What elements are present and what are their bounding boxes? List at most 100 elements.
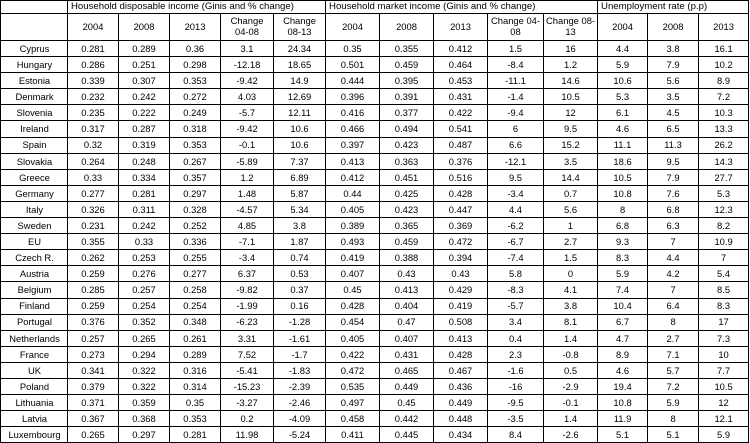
value-cell: 0.252 [169, 217, 221, 235]
value-cell: 0.371 [67, 394, 119, 412]
value-cell: 0.395 [379, 72, 435, 90]
country-header-cell [0, 13, 68, 41]
value-cell: 0.445 [379, 426, 435, 443]
col-header: 2004 [597, 13, 649, 41]
value-cell: 0.258 [169, 281, 221, 299]
value-cell: 0.259 [67, 297, 119, 315]
value-cell: 8.3 [597, 249, 649, 267]
table-row: Poland 0.379 0.322 0.314 -15.23 -2.39 0.535 0.4… [0, 377, 750, 396]
value-cell: 4.4 [597, 39, 649, 58]
value-cell: 3.4 [487, 313, 545, 331]
value-cell: 0.416 [325, 104, 381, 122]
value-cell: -1.61 [272, 329, 327, 347]
country-cell: Estonia [0, 72, 68, 90]
value-cell: 0.396 [325, 88, 381, 106]
value-cell: 0.425 [379, 184, 435, 202]
value-cell: 0.431 [433, 88, 489, 106]
table-row: EU 0.355 0.33 0.336 -7.1 1.87 0.493 0.459 0.472-… [0, 233, 750, 251]
value-cell: 0.317 [67, 120, 119, 138]
value-cell: 12.11 [272, 104, 327, 122]
value-cell: 0.353 [169, 410, 221, 428]
value-cell: 12.3 [698, 200, 750, 219]
table-row: Germany 0.277 0.281 0.297 1.48 5.87 0.44 0.425 0… [0, 184, 750, 202]
value-cell: 0.35 [325, 39, 381, 58]
value-cell: 10 [698, 345, 750, 363]
value-cell: 0.464 [433, 56, 489, 74]
value-cell: 16 [543, 39, 599, 58]
value-cell: 0.436 [433, 377, 489, 396]
value-cell: 14.3 [698, 152, 750, 170]
country-cell: Spain [0, 136, 68, 154]
value-cell: 4.4 [647, 249, 700, 267]
country-cell: Netherlands [0, 329, 68, 347]
table-row: Latvia 0.367 0.368 0.353 0.2 -4.09 0.458 0.442 0… [0, 410, 750, 428]
value-cell: -1.4 [487, 88, 545, 106]
value-cell: 0.365 [379, 217, 435, 235]
value-cell: 0.431 [379, 345, 435, 363]
country-cell: Ireland [0, 120, 68, 138]
value-cell: 10.5 [597, 168, 649, 186]
value-cell: 0.355 [67, 233, 119, 251]
value-cell: 10.6 [597, 72, 649, 90]
value-cell: -1.28 [272, 313, 327, 331]
value-cell: 7.3 [698, 329, 750, 347]
value-cell: 5.9 [597, 56, 649, 74]
value-cell: 0.353 [169, 136, 221, 154]
value-cell: 0.43 [433, 265, 489, 283]
value-cell: 0.397 [325, 136, 381, 154]
value-cell: 0.419 [433, 297, 489, 315]
table-row: Estonia 0.339 0.307 0.353 -9.42 14.9 0.444 0.39… [0, 72, 750, 90]
table-row: Sweden 0.231 0.242 0.252 4.85 3.8 0.389 0.365 0.… [0, 217, 750, 235]
value-cell: -9.4 [487, 104, 545, 122]
value-cell: 0.448 [433, 410, 489, 428]
value-cell: 0.388 [379, 249, 435, 267]
value-cell: 6.8 [647, 200, 700, 219]
value-cell: 0.248 [118, 152, 170, 170]
value-cell: 7 [647, 233, 700, 251]
corner-cell [0, 0, 68, 14]
value-cell: -1.6 [487, 361, 545, 379]
value-cell: 0.43 [379, 265, 435, 283]
value-cell: 6.5 [647, 120, 700, 138]
value-cell: 0.339 [67, 72, 119, 90]
value-cell: 0.428 [325, 297, 381, 315]
value-cell: 6.3 [647, 217, 700, 235]
value-cell: 0.289 [118, 39, 170, 58]
value-cell: 0.334 [118, 168, 170, 186]
value-cell: 3.5 [543, 152, 599, 170]
value-cell: 0.419 [325, 249, 381, 267]
value-cell: 0.467 [433, 361, 489, 379]
value-cell: 0.359 [118, 394, 170, 412]
value-cell: 9.3 [597, 233, 649, 251]
value-cell: 1.5 [487, 39, 545, 58]
value-cell: 0.377 [379, 104, 435, 122]
value-cell: -2.46 [272, 394, 327, 412]
value-cell: 7.7 [698, 361, 750, 379]
value-cell: 9.5 [647, 152, 700, 170]
value-cell: 0.494 [379, 120, 435, 138]
value-cell: 0.497 [325, 394, 381, 412]
value-cell: 0.413 [379, 281, 435, 299]
value-cell: 0.262 [67, 249, 119, 267]
value-cell: 10.5 [543, 88, 599, 106]
value-cell: 0.363 [379, 152, 435, 170]
country-cell: Poland [0, 377, 68, 396]
value-cell: 14.6 [543, 72, 599, 90]
value-cell: 0.35 [169, 394, 221, 412]
value-cell: 0.336 [169, 233, 221, 251]
value-cell: 0.355 [379, 39, 435, 58]
value-cell: 0.472 [325, 361, 381, 379]
country-cell: Cyprus [0, 39, 68, 58]
table-row: Spain 0.32 0.319 0.353 -0.1 10.6 0.397 0.423 0.4… [0, 136, 750, 154]
value-cell: 0.281 [67, 39, 119, 58]
table-row: Netherlands 0.257 0.265 0.261 3.31 -1.61 0.405… [0, 329, 750, 347]
value-cell: 0.36 [169, 39, 221, 58]
value-cell: -3.4 [220, 249, 274, 267]
value-cell: 9.5 [543, 120, 599, 138]
value-cell: 0.465 [379, 361, 435, 379]
value-cell: 4.1 [543, 281, 599, 299]
value-cell: 0.535 [325, 377, 381, 396]
value-cell: 4.6 [597, 120, 649, 138]
value-cell: 0.37 [272, 281, 327, 299]
value-cell: 0.368 [118, 410, 170, 428]
